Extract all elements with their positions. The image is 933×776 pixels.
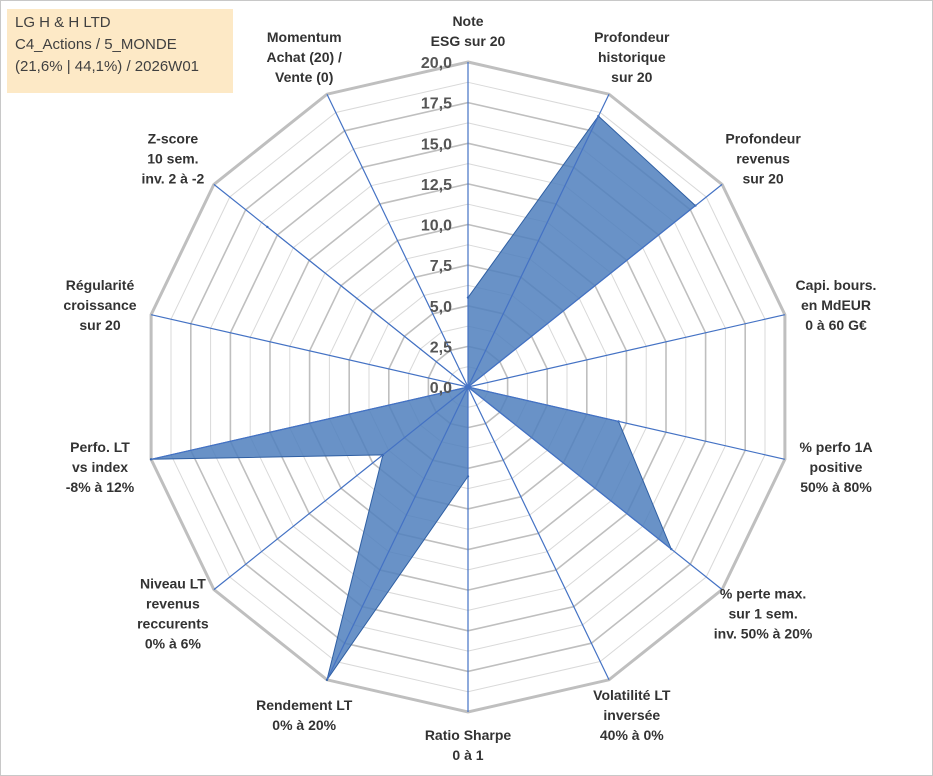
axis-label: Profondeur revenus sur 20 (725, 130, 801, 186)
axis-spoke (213, 183, 469, 388)
axis-label: Volatilité LT inversée 40% à 0% (593, 687, 671, 743)
axis-spoke (467, 386, 786, 460)
tick-label: 15,0 (421, 136, 452, 153)
tick-label: 12,5 (421, 177, 452, 194)
tick-label: 20,0 (421, 55, 452, 72)
tick-label: 5,0 (430, 299, 452, 316)
axis-label: Z-score 10 sem. inv. 2 à -2 (142, 130, 205, 186)
radar-tick-labels: 0,0 2,5 5,0 7,5 10,0 12,5 15,0 17,5 20,0 (421, 55, 452, 397)
axis-label: Rendement LT 0% à 20% (256, 697, 353, 733)
axis-label: Momentum Achat (20) / Vente (0) (266, 29, 342, 85)
axis-spoke (326, 93, 469, 388)
axis-label: Régularité croissance sur 20 (63, 277, 136, 333)
axis-label: Perfo. LT vs index -8% à 12% (66, 439, 135, 495)
axis-spoke (326, 386, 469, 681)
axis-label: Profondeur historique sur 20 (594, 29, 670, 85)
tick-label: 7,5 (430, 258, 452, 275)
info-category: C4_Actions / 5_MONDE (15, 36, 177, 53)
axis-label: Note ESG sur 20 (431, 13, 506, 49)
tick-label: 2,5 (430, 339, 452, 356)
axis-spoke (467, 183, 723, 388)
axis-label: Ratio Sharpe 0 à 1 (425, 727, 512, 763)
series-area (150, 115, 697, 681)
tick-label: 10,0 (421, 218, 452, 235)
radar-series (149, 62, 786, 712)
tick-label: 0,0 (430, 380, 452, 397)
info-stats-week: (21,6% | 44,1%) / 2026W01 (15, 58, 199, 75)
axis-label: % perte max. sur 1 sem. inv. 50% à 20% (714, 586, 813, 642)
tick-label: 17,5 (421, 96, 452, 113)
axis-spoke (150, 314, 469, 388)
axis-spoke (150, 386, 469, 460)
axis-spoke (213, 386, 469, 591)
axis-label: Niveau LT revenus reccurents 0% à 6% (137, 576, 209, 652)
axis-label: Capi. bours. en MdEUR 0 à 60 G€ (796, 277, 877, 333)
info-box: LG H & H LTD C4_Actions / 5_MONDE (21,6%… (7, 9, 233, 93)
axis-spoke (467, 93, 610, 388)
info-company-name: LG H & H LTD (15, 14, 111, 31)
axis-spoke (467, 386, 610, 681)
axis-spoke (467, 386, 723, 591)
axis-label: % perfo 1A positive 50% à 80% (799, 439, 872, 495)
radar-axis-labels: Note ESG sur 20 Profondeur historique sur 20… (63, 13, 876, 763)
axis-spoke (467, 314, 786, 388)
